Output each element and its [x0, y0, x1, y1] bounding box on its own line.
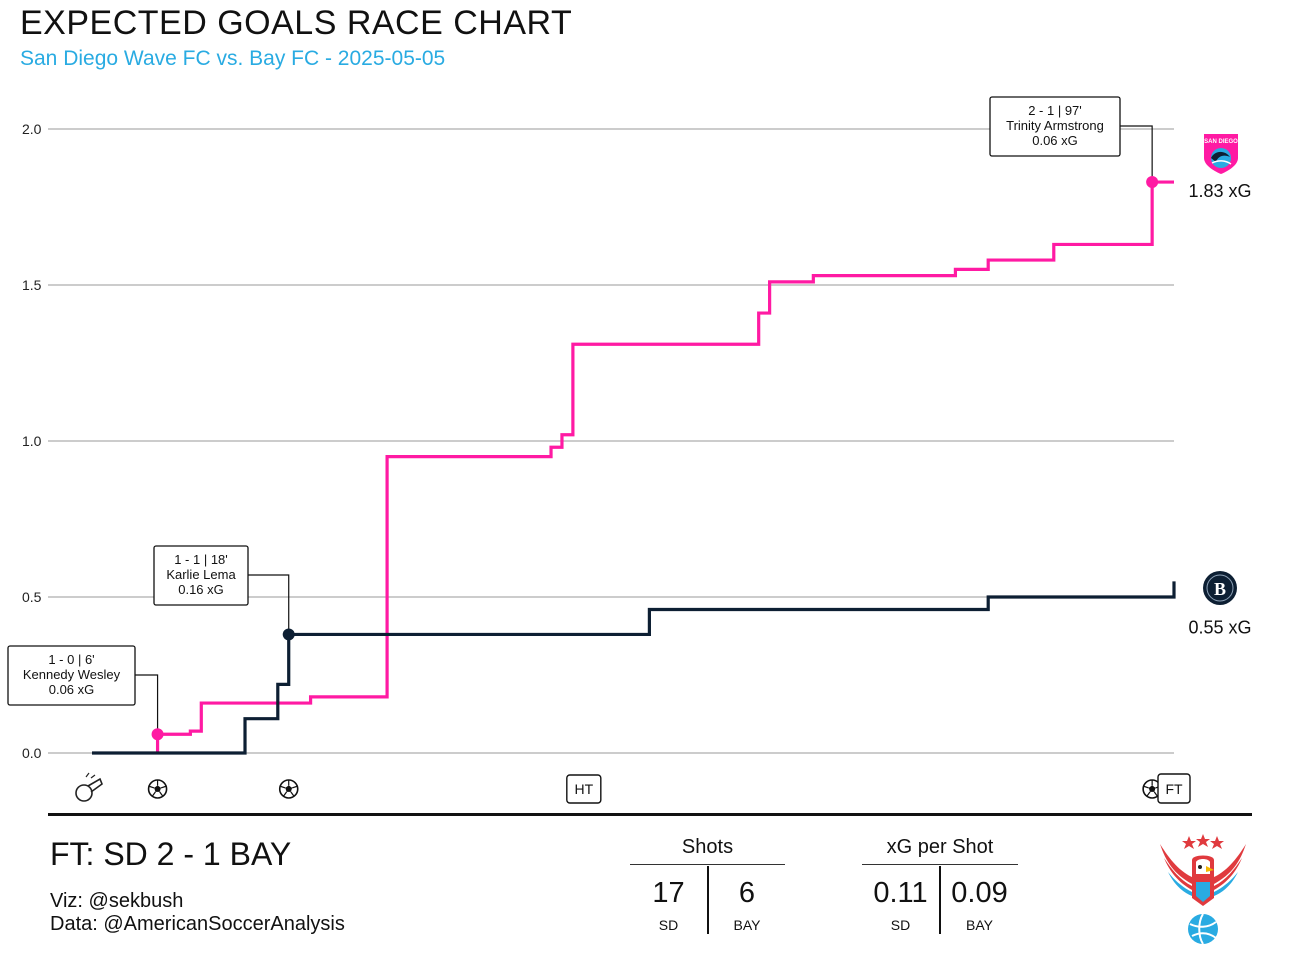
soccer-ball-icon	[1142, 779, 1162, 799]
annotation-box	[153, 545, 249, 606]
annotation-box	[989, 96, 1121, 157]
san-diego-wave-logo: SAN DIEGO	[1204, 134, 1238, 174]
annotation-player: Kennedy Wesley	[23, 667, 121, 682]
ft-label: FT	[1165, 781, 1183, 797]
chart-title: EXPECTED GOALS RACE CHART	[20, 4, 573, 42]
annotation-player: Karlie Lema	[166, 567, 236, 582]
end-label-bay: 0.55 xG	[1188, 617, 1251, 637]
asa-eagle-logo	[1160, 834, 1246, 945]
shots-sd-value: 17	[652, 877, 685, 909]
goal-marker	[1146, 176, 1159, 189]
svg-text:B: B	[1214, 579, 1226, 599]
goal-marker	[151, 728, 164, 741]
shots-divider	[707, 866, 709, 934]
annotation-player: Trinity Armstrong	[1006, 118, 1104, 133]
xg-per-shot-header: xG per Shot	[886, 836, 994, 858]
xg-per-shot-bay-label: BAY	[966, 917, 993, 933]
xg-per-shot-rule	[862, 864, 1018, 865]
y-tick-label: 1.0	[22, 433, 42, 449]
annotation-xg: 0.06 xG	[1032, 133, 1078, 148]
xg-per-shot-bay-value: 0.09	[951, 877, 1008, 909]
annotation-score: 2 - 1 | 97'	[1028, 103, 1082, 118]
end-label-sd: 1.83 xG	[1188, 181, 1251, 201]
shots-header: Shots	[681, 836, 734, 858]
annotation-score: 1 - 0 | 6'	[48, 652, 94, 667]
bay-fc-logo: B	[1203, 571, 1237, 605]
xg-per-shot-sd-value: 0.11	[873, 877, 928, 909]
ft-marker	[1157, 773, 1191, 804]
xg-race-chart: 0.00.51.01.52.01.83 xG0.55 xG1 - 0 | 6'K…	[7, 96, 1252, 804]
y-tick-label: 0.0	[22, 745, 42, 761]
series-line-sd	[155, 180, 1174, 753]
annotation-xg: 0.06 xG	[49, 682, 95, 697]
soccer-ball-icon	[278, 779, 299, 799]
y-tick-label: 0.5	[22, 589, 42, 605]
annotation-leader	[248, 574, 290, 635]
annotation-score: 1 - 1 | 18'	[174, 552, 228, 567]
final-score: FT: SD 2 - 1 BAY	[50, 836, 292, 872]
shots-sd-label: SD	[658, 917, 679, 933]
y-tick-label: 2.0	[22, 121, 42, 137]
xg-per-shot-divider	[939, 866, 941, 934]
shots-bay-value: 6	[738, 877, 756, 909]
soccer-ball-icon	[147, 779, 168, 799]
annotation-box	[7, 645, 136, 706]
svg-text:SAN DIEGO: SAN DIEGO	[1204, 139, 1238, 145]
annotation-xg: 0.16 xG	[178, 582, 224, 597]
shots-bay-label: BAY	[733, 917, 761, 933]
ht-marker	[566, 774, 602, 804]
viz-credit: Viz: @sekbush	[50, 890, 184, 912]
y-tick-label: 1.5	[22, 277, 42, 293]
annotation-leader	[1120, 125, 1153, 183]
ht-label: HT	[574, 781, 593, 797]
shots-rule	[630, 864, 785, 865]
series-line-bay	[92, 581, 1176, 755]
data-credit: Data: @AmericanSoccerAnalysis	[50, 913, 345, 935]
chart-subtitle: San Diego Wave FC vs. Bay FC - 2025-05-0…	[20, 47, 446, 70]
whistle-icon	[75, 772, 103, 802]
xg-per-shot-sd-label: SD	[890, 917, 911, 933]
footer-divider	[48, 813, 1252, 816]
goal-marker	[282, 628, 295, 641]
annotation-leader	[135, 674, 159, 735]
